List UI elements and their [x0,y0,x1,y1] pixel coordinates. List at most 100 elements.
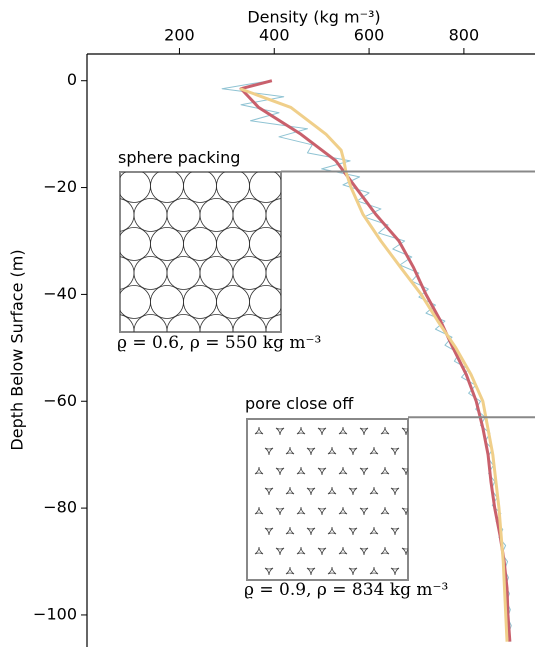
sphere [249,285,281,319]
sphere [299,199,332,232]
pore [254,426,264,435]
pore [254,506,264,515]
y-tick-label: −20 [43,177,77,196]
inset-caption: ϱ = 0.6, ρ = 550 kg m⁻³ [117,333,321,353]
pore [275,507,285,516]
x-tick-label: 800 [449,26,480,45]
sphere [85,286,118,319]
sphere [85,170,118,203]
pore [275,427,285,436]
pore [296,546,306,555]
pore [317,427,327,436]
pore [254,546,264,555]
pore [348,447,358,456]
pore [348,527,358,536]
pore [306,447,316,456]
sphere [332,315,365,348]
pore [390,527,400,536]
pore [296,466,306,475]
sphere [265,314,281,332]
pore [412,567,420,574]
pore [412,447,420,454]
pore [348,567,358,576]
pore [338,426,348,435]
pore [380,426,390,435]
pore [390,487,400,496]
inset-box [246,418,409,581]
pore [327,486,337,495]
pore [359,507,369,516]
pore [306,487,316,496]
pore [264,447,274,456]
pore [390,567,400,576]
pore [401,427,408,436]
y-tick-label: 0 [67,70,77,89]
sphere [316,286,349,319]
x-axis-label: Density (kg m⁻³) [247,8,380,27]
pore [285,446,295,455]
pore [306,567,316,576]
sphere [249,172,281,203]
y-axis-label: Depth Below Surface (m) [8,249,27,450]
pore [285,566,295,575]
y-tick-label: −60 [43,391,77,410]
pore [359,467,369,476]
pore [264,527,274,536]
sphere [265,198,281,232]
pore [390,447,400,456]
sphere [316,228,349,261]
pore [401,547,408,556]
pore [317,467,327,476]
series-line [239,87,509,642]
sphere [316,170,349,203]
x-tick-label: 400 [259,26,290,45]
pore [338,506,348,515]
insets [85,170,420,581]
pore [327,526,337,535]
pore [401,467,408,476]
pore [369,566,379,575]
pore [327,446,337,455]
plot-area [221,79,512,642]
sphere [283,228,316,261]
pore [401,507,408,516]
sphere [299,257,332,290]
pore [338,466,348,475]
pore [380,506,390,515]
sphere [332,199,365,232]
pore [338,546,348,555]
x-tick-label: 200 [164,26,195,45]
sphere [283,170,316,203]
pore [380,466,390,475]
pore [359,547,369,556]
pore [285,486,295,495]
inset-label: sphere packing [118,148,240,167]
pore [412,527,420,534]
pore [296,426,306,435]
pore [369,486,379,495]
pore [296,506,306,515]
y-tick-label: −100 [33,604,77,623]
pore [348,487,358,496]
pore [275,467,285,476]
pore [275,547,285,556]
sphere [85,344,118,377]
pore [264,487,274,496]
sphere [265,256,281,290]
x-tick-label: 600 [354,26,385,45]
y-tick-label: −40 [43,284,77,303]
pore [254,466,264,475]
sphere-pattern [85,170,365,377]
inset-label: pore close off [245,394,354,413]
pore [369,446,379,455]
pore-pattern [254,426,420,576]
pore [306,527,316,536]
sphere [332,257,365,290]
pore [412,487,420,494]
sphere [85,228,118,261]
sphere [249,227,281,261]
sphere [283,286,316,319]
pore [380,546,390,555]
